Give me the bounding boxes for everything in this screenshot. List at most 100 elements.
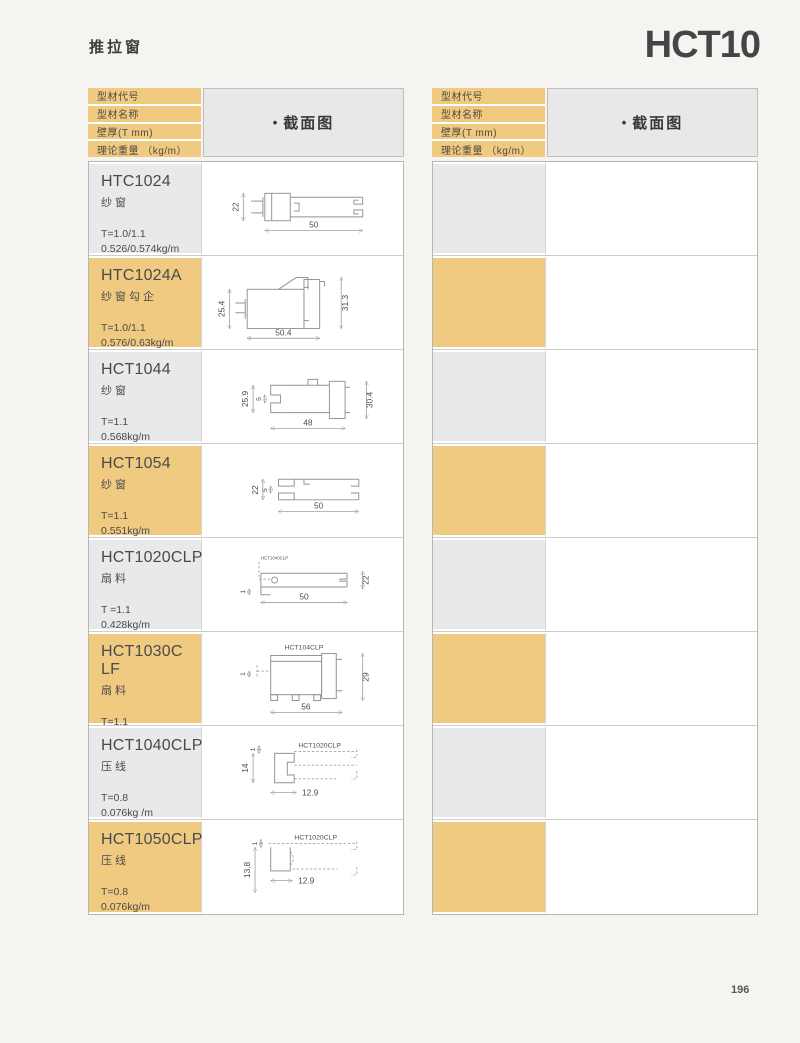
wall-thickness: T=1.0/1.1 bbox=[101, 322, 146, 334]
table-row bbox=[433, 350, 757, 444]
profile-info-cell: HCT1040CLP 压线 T=0.8 0.076kg /m bbox=[89, 726, 202, 819]
dimension-label: 25.9 bbox=[240, 390, 250, 407]
weight: 0.428kg/m bbox=[101, 619, 151, 632]
header-profile-name: 型材名称 bbox=[432, 105, 545, 124]
dimension-label: 56 bbox=[301, 701, 311, 711]
profile-info-cell: HTC1024 纱窗 T=1.0/1.1 0.526/0.574kg/m bbox=[89, 162, 202, 255]
header-profile-code: 型材代号 bbox=[88, 88, 201, 106]
profile-code: HCT1044 bbox=[101, 361, 171, 378]
section-diagram-title: 截面图 bbox=[632, 115, 684, 132]
section-diagram-cell bbox=[546, 256, 757, 349]
section-diagram-title: 截面图 bbox=[283, 115, 335, 132]
header-theoretical-weight: 理论重量 （kg/m） bbox=[432, 141, 545, 157]
wall-thickness: T =1.1 bbox=[101, 604, 131, 616]
profile-info-cell bbox=[433, 726, 546, 819]
section-diagram-cell bbox=[546, 632, 757, 725]
profile-info-cell bbox=[433, 820, 546, 914]
profile-code: HCT1050CLP bbox=[101, 831, 203, 848]
dimension-label: 1 bbox=[240, 589, 247, 593]
section-diagram-cell bbox=[546, 350, 757, 443]
cross-section-diagram: 25.9 5 30.4 48 bbox=[240, 378, 374, 439]
profile-name: 压线 bbox=[101, 855, 129, 867]
header-label-column: 型材代号 型材名称 壁厚(T mm) 理论重量 （kg/m） bbox=[88, 88, 201, 157]
table-body bbox=[432, 161, 758, 915]
profile-info-cell bbox=[433, 444, 546, 537]
header-label-column: 型材代号 型材名称 壁厚(T mm) 理论重量 （kg/m） bbox=[432, 88, 545, 157]
cross-section-diagram: HCT1040CLP 1 22 50 bbox=[240, 555, 370, 627]
wall-thickness: T=1.1 bbox=[101, 716, 129, 728]
wall-thickness: T=0.8 bbox=[101, 886, 129, 898]
profile-name: 压线 bbox=[101, 761, 129, 773]
cross-section-diagram: HCT1020CLP 1 13.8 12.9 bbox=[242, 835, 357, 909]
header-profile-name: 型材名称 bbox=[88, 105, 201, 124]
page-number: 196 bbox=[731, 984, 750, 996]
dimension-label: 5 bbox=[261, 487, 268, 491]
section-diagram-cell bbox=[546, 726, 757, 819]
profile-name: 纱窗勾企 bbox=[101, 291, 157, 303]
section-diagram-cell bbox=[546, 162, 757, 255]
diagram-ref-label: HCT1040CLP bbox=[260, 555, 287, 560]
dimension-label: 13.8 bbox=[242, 861, 252, 878]
cross-section-diagram: 22 5 50 bbox=[249, 478, 359, 533]
table-row: HCT1030C LF 扇料 T=1.1 0.594kg /m HCT104CL… bbox=[89, 632, 403, 743]
header-section-diagram: • 截面图 bbox=[203, 88, 404, 157]
table-row bbox=[433, 444, 757, 538]
profile-code: HCT1030C LF bbox=[101, 643, 183, 678]
weight: 0.568kg/m bbox=[101, 431, 151, 444]
profile-table-left: 型材代号 型材名称 壁厚(T mm) 理论重量 （kg/m） • 截面图 HTC… bbox=[88, 88, 404, 915]
section-diagram-cell: HCT1020CLP 1 14 12.9 bbox=[202, 726, 403, 819]
header-theoretical-weight: 理论重量 （kg/m） bbox=[88, 141, 201, 157]
header-section-diagram: • 截面图 bbox=[547, 88, 758, 157]
dimension-label: 1 bbox=[240, 672, 247, 676]
profile-info-cell: HCT1020CLP 扇料 T =1.1 0.428kg/m bbox=[89, 538, 202, 631]
cross-section-diagram: HCT104CLP 1 29 56 bbox=[240, 644, 370, 721]
profile-info-cell: HCT1030C LF 扇料 T=1.1 0.594kg /m bbox=[89, 632, 202, 743]
profile-name: 纱窗 bbox=[101, 385, 129, 397]
dimension-label: 25.4 bbox=[216, 300, 226, 317]
profile-code: HCT1054 bbox=[101, 455, 171, 472]
page-title-model: HCT10 bbox=[644, 24, 761, 66]
profile-table-right: 型材代号 型材名称 壁厚(T mm) 理论重量 （kg/m） • 截面图 bbox=[432, 88, 758, 915]
section-diagram-cell bbox=[546, 444, 757, 537]
table-row: HCT1044 纱窗 T=1.1 0.568kg/m 25.9 bbox=[89, 350, 403, 444]
weight: 0.526/0.574kg/m bbox=[101, 243, 180, 256]
table-body: HTC1024 纱窗 T=1.0/1.1 0.526/0.574kg/m bbox=[88, 161, 404, 915]
table-row bbox=[433, 820, 757, 914]
table-row bbox=[433, 726, 757, 820]
section-diagram-cell: 22 5 50 bbox=[202, 444, 403, 537]
dimension-label: 50 bbox=[314, 500, 324, 510]
wall-thickness: T=1.0/1.1 bbox=[101, 228, 146, 240]
dimension-label: 12.9 bbox=[298, 876, 315, 886]
section-diagram-cell: 25.4 31.3 50.4 bbox=[202, 256, 403, 349]
cross-section-diagram: HCT1020CLP 1 14 12.9 bbox=[240, 742, 357, 797]
header-wall-thickness: 壁厚(T mm) bbox=[88, 123, 201, 142]
profile-name: 纱窗 bbox=[101, 197, 129, 209]
dimension-label: 31.3 bbox=[340, 294, 350, 311]
dimension-label: 48 bbox=[303, 417, 313, 427]
dimension-label: 29 bbox=[360, 672, 370, 682]
wall-thickness: T=0.8 bbox=[101, 792, 129, 804]
dimension-label: 1 bbox=[251, 841, 258, 845]
dimension-label: 30.4 bbox=[364, 391, 374, 408]
table-row: HCT1054 纱窗 T=1.1 0.551kg/m 22 bbox=[89, 444, 403, 538]
table-header: 型材代号 型材名称 壁厚(T mm) 理论重量 （kg/m） • 截面图 bbox=[88, 88, 404, 157]
diagram-ref-label: HCT1020CLP bbox=[294, 835, 337, 842]
dimension-label: 50.4 bbox=[275, 327, 292, 337]
profile-code: HTC1024A bbox=[101, 267, 182, 284]
table-row bbox=[433, 256, 757, 350]
weight: 0.576/0.63kg/m bbox=[101, 337, 174, 350]
profile-code: HCT1040CLP bbox=[101, 737, 203, 754]
bullet-icon: • bbox=[621, 115, 627, 130]
section-diagram-cell: 25.9 5 30.4 48 bbox=[202, 350, 403, 443]
weight: 0.551kg/m bbox=[101, 525, 151, 538]
dimension-label: 22 bbox=[360, 575, 370, 585]
dimension-label: 12.9 bbox=[302, 787, 319, 797]
section-diagram-cell bbox=[546, 538, 757, 631]
section-diagram-cell: HCT104CLP 1 29 56 bbox=[202, 632, 403, 725]
section-diagram-cell bbox=[546, 820, 757, 914]
wall-thickness: T=1.1 bbox=[101, 510, 129, 522]
profile-name: 纱窗 bbox=[101, 479, 129, 491]
profile-info-cell: HCT1044 纱窗 T=1.1 0.568kg/m bbox=[89, 350, 202, 443]
dimension-label: 1 bbox=[250, 747, 257, 751]
profile-info-cell bbox=[433, 350, 546, 443]
